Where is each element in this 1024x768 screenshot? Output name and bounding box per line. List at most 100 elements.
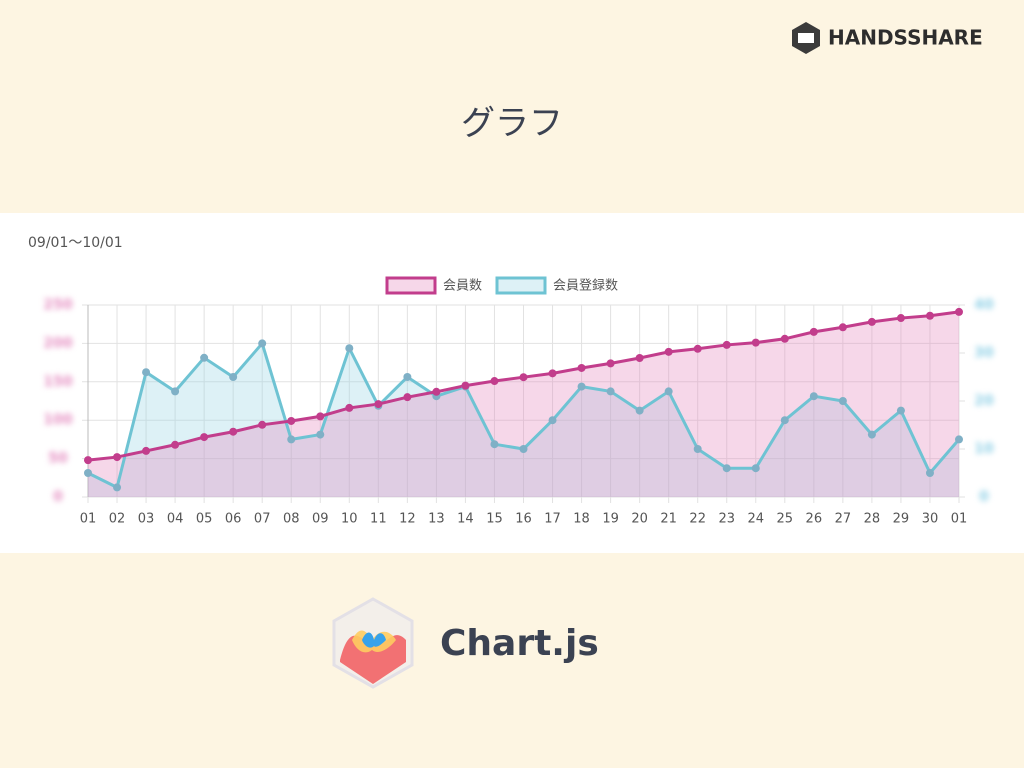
data-point	[548, 416, 557, 425]
y2-tick-label: 0	[979, 489, 989, 505]
x-tick-label: 18	[573, 512, 590, 527]
data-point	[664, 347, 673, 356]
data-point	[229, 373, 238, 381]
y-tick-label: 200	[43, 335, 72, 351]
data-point	[403, 393, 412, 402]
data-point	[171, 440, 180, 449]
x-tick-label: 24	[747, 512, 764, 527]
x-tick-label: 06	[225, 512, 242, 527]
data-point	[345, 344, 354, 353]
y-tick-label: 0	[53, 489, 63, 505]
data-point	[896, 406, 905, 415]
legend-swatch	[495, 276, 547, 295]
x-tick-label: 16	[515, 512, 532, 527]
data-point	[432, 387, 441, 396]
data-point	[751, 464, 760, 473]
x-tick-label: 03	[138, 512, 155, 527]
y-tick-label: 100	[43, 412, 72, 428]
data-point	[229, 427, 238, 436]
x-tick-label: 27	[835, 512, 852, 527]
brand-name: HANDSSHARE	[828, 26, 983, 50]
data-point	[84, 469, 92, 477]
data-point	[258, 420, 267, 429]
data-point	[519, 373, 528, 382]
footer-title: Chart.js	[440, 623, 599, 664]
data-point	[403, 373, 412, 381]
data-point	[722, 464, 731, 473]
x-tick-label: 11	[370, 512, 387, 527]
data-point	[548, 369, 557, 378]
data-point	[519, 445, 528, 453]
data-point	[490, 377, 499, 386]
data-point	[374, 400, 383, 409]
data-point	[316, 430, 325, 439]
data-point	[780, 334, 789, 343]
x-tick-label: 07	[254, 512, 271, 527]
chartjs-logo	[332, 597, 414, 689]
x-tick-label: 26	[806, 512, 823, 527]
x-tick-label: 28	[864, 512, 881, 527]
data-point	[925, 311, 934, 320]
data-point	[809, 327, 818, 336]
x-tick-label: 04	[167, 512, 184, 527]
data-point	[171, 387, 180, 396]
x-tick-label: 17	[544, 512, 561, 527]
y2-tick-label: 20	[974, 393, 994, 409]
y2-tick-label: 40	[974, 297, 994, 313]
data-point	[867, 317, 876, 326]
data-point	[345, 403, 354, 412]
x-tick-label: 29	[893, 512, 910, 527]
x-tick-label: 22	[689, 512, 706, 527]
x-tick-label: 13	[428, 512, 445, 527]
data-point	[200, 433, 209, 442]
series-area	[88, 311, 959, 497]
x-tick-label: 20	[631, 512, 648, 527]
data-point	[955, 435, 963, 444]
slide-title: グラフ	[461, 104, 563, 144]
data-point	[113, 483, 122, 492]
data-point	[867, 430, 876, 439]
data-point	[635, 406, 644, 415]
y-tick-label: 250	[43, 297, 72, 313]
data-point	[664, 387, 673, 396]
data-point	[693, 344, 702, 353]
x-tick-label: 09	[312, 512, 329, 527]
data-point	[490, 440, 499, 449]
x-tick-label: 14	[457, 512, 474, 527]
data-point	[635, 353, 644, 362]
y-tick-label: 150	[43, 374, 72, 390]
data-point	[693, 445, 702, 453]
data-point	[838, 397, 847, 405]
legend-label: 会員数	[443, 279, 482, 294]
x-tick-label: 05	[196, 512, 213, 527]
data-point	[461, 381, 470, 390]
x-tick-label: 08	[283, 512, 300, 527]
data-point	[258, 339, 267, 348]
x-tick-label: 23	[718, 512, 735, 527]
data-point	[577, 382, 586, 391]
y2-tick-label: 30	[974, 345, 994, 361]
chart-title: 09/01〜10/01	[28, 235, 123, 251]
data-point	[809, 392, 818, 401]
x-tick-label: 21	[660, 512, 677, 527]
data-point	[84, 456, 92, 465]
series-area	[88, 343, 959, 497]
data-point	[955, 307, 963, 316]
x-tick-label: 10	[341, 512, 358, 527]
data-point	[606, 387, 615, 396]
chart-panel	[0, 213, 1024, 553]
x-tick-label: 12	[399, 512, 416, 527]
x-tick-label: 15	[486, 512, 503, 527]
x-tick-label: 25	[777, 512, 794, 527]
x-tick-label: 01	[951, 512, 968, 527]
data-point	[780, 416, 789, 425]
data-point	[200, 353, 209, 362]
data-point	[606, 359, 615, 368]
data-point	[113, 453, 122, 462]
data-point	[838, 323, 847, 332]
data-point	[142, 368, 151, 377]
x-tick-label: 30	[922, 512, 939, 527]
data-point	[722, 340, 731, 349]
